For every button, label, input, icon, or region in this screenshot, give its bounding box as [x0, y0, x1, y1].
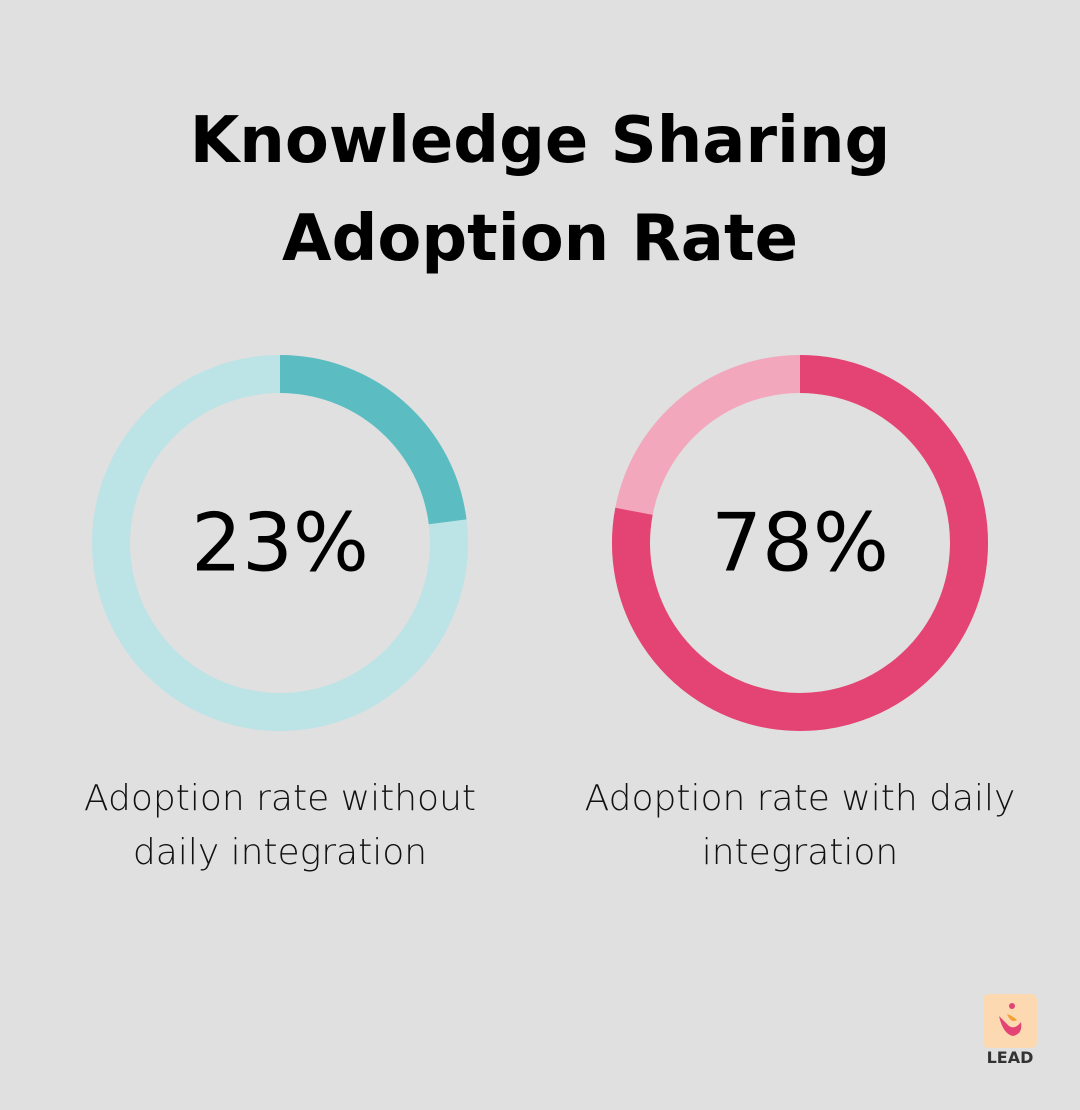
logo-text: LEAD: [986, 1048, 1034, 1067]
logo-shape: [1007, 1014, 1017, 1022]
logo-dot: [1009, 1003, 1015, 1009]
donut-value-label: 78%: [711, 497, 889, 590]
donut-value-label: 23%: [191, 497, 369, 590]
logo-shape: [999, 1016, 1022, 1036]
donut-arc: [279, 355, 467, 525]
donut-arc: [612, 355, 988, 731]
donut-caption: Adoption rate without daily integration: [83, 778, 477, 873]
donut-caption: Adoption rate with daily integration: [584, 778, 1016, 873]
page-title: Knowledge Sharing Adoption Rate: [189, 104, 891, 276]
logo-icon: [983, 994, 1037, 1048]
logo-glyph: [999, 1003, 1022, 1036]
